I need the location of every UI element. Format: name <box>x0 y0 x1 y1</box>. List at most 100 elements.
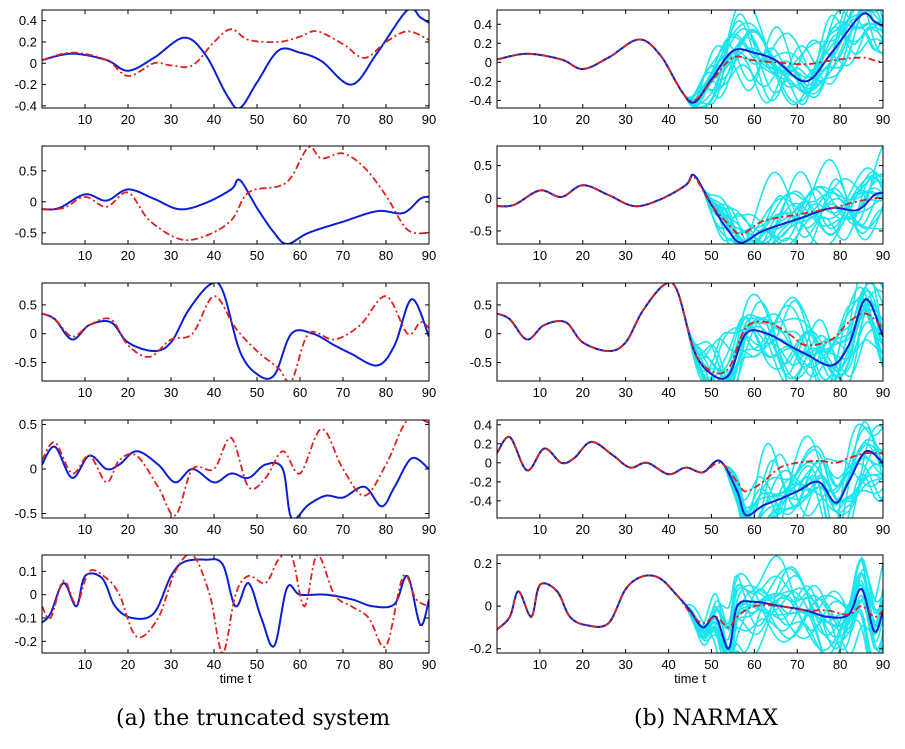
y-tick-label: -0.2 <box>470 474 492 489</box>
x-tick-label: 50 <box>250 248 264 263</box>
plot-area <box>42 555 429 653</box>
axes-frame <box>496 554 884 654</box>
y-tick-label: -0.2 <box>15 634 37 649</box>
x-tick-label: 30 <box>164 657 178 672</box>
y-tick-label: 0.2 <box>474 36 492 51</box>
x-tick-label: 70 <box>790 248 804 263</box>
x-tick-label: 80 <box>379 385 393 400</box>
x-tick-label: 20 <box>121 657 135 672</box>
y-tick-label: 0 <box>485 326 492 341</box>
x-tick-label: 60 <box>747 657 761 672</box>
x-tick-label: 80 <box>379 522 393 537</box>
x-tick-label: 80 <box>833 112 847 127</box>
x-tick-label: 40 <box>661 522 675 537</box>
x-tick-label: 20 <box>121 112 135 127</box>
x-tick-label: 20 <box>576 657 590 672</box>
ensemble-line <box>497 566 883 653</box>
y-tick-label: 0 <box>30 326 37 341</box>
x-axis-label: time t <box>674 671 706 686</box>
ensemble-line <box>497 174 883 244</box>
y-tick-label: -0.4 <box>15 98 37 113</box>
y-tick-label: 0 <box>30 462 37 477</box>
plot-area <box>497 555 883 653</box>
x-tick-label: 50 <box>704 385 718 400</box>
x-tick-label: 40 <box>661 248 675 263</box>
x-tick-label: 70 <box>336 248 350 263</box>
y-tick-label: 0 <box>30 56 37 71</box>
x-axis-label: time t <box>220 671 252 686</box>
axes-frame <box>41 282 430 382</box>
caption-left: (a) the truncated system <box>116 706 391 731</box>
x-tick-label: 80 <box>833 385 847 400</box>
x-tick-label: 10 <box>78 657 92 672</box>
x-tick-label: 30 <box>618 385 632 400</box>
x-tick-label: 40 <box>207 112 221 127</box>
y-tick-label: 0.4 <box>474 417 492 432</box>
series-true-line <box>42 558 429 648</box>
x-tick-label: 80 <box>833 248 847 263</box>
ensemble-lines <box>497 283 883 381</box>
series-mean-line <box>497 574 883 631</box>
y-tick-label: 0 <box>485 191 492 206</box>
plot-area <box>42 420 429 518</box>
panel-a2: 10 20 30 40 50 60 70 80 90 -0.5 0 0.5 <box>15 145 436 263</box>
x-tick-label: 50 <box>250 522 264 537</box>
x-tick-label: 40 <box>207 522 221 537</box>
x-tick-label: 10 <box>533 522 547 537</box>
x-tick-label: 60 <box>293 112 307 127</box>
x-tick-label: 50 <box>704 112 718 127</box>
y-tick-label: 0.5 <box>19 417 37 432</box>
figure: 10 20 30 40 50 60 70 80 90 -0.4 -0.2 0 0.2 0.4 10 20 30 4… <box>15 9 890 686</box>
x-tick-label: 50 <box>250 657 264 672</box>
plot-area <box>42 146 429 244</box>
x-tick-label: 70 <box>336 522 350 537</box>
y-tick-label: -0.5 <box>15 225 37 240</box>
y-tick-label: -0.2 <box>470 74 492 89</box>
series-true-line <box>42 445 429 518</box>
ensemble-lines <box>497 420 883 518</box>
plot-area <box>497 146 883 244</box>
x-tick-label: 90 <box>876 522 890 537</box>
ensemble-lines <box>497 10 883 108</box>
series-true-line <box>497 283 883 380</box>
panel-b3: 10 20 30 40 50 60 70 80 90 -0.5 0 0.5 <box>470 282 890 400</box>
x-tick-label: 30 <box>164 248 178 263</box>
series-approx-line <box>42 555 429 653</box>
ensemble-line <box>497 283 883 381</box>
panel-a4: 10 20 30 40 50 60 70 80 90 -0.5 0 0.5 <box>15 417 437 537</box>
x-tick-label: 20 <box>576 248 590 263</box>
series-true-line <box>497 435 883 517</box>
ensemble-line <box>497 10 883 104</box>
x-tick-label: 10 <box>78 522 92 537</box>
x-tick-label: 90 <box>422 112 436 127</box>
series-approx-line <box>42 146 429 241</box>
x-tick-label: 10 <box>533 385 547 400</box>
panel-b5: 10 20 30 40 50 60 70 80 90 -0.2 0 0.2 time t <box>470 554 890 686</box>
x-tick-label: 70 <box>790 522 804 537</box>
ensemble-line <box>497 10 883 108</box>
y-tick-label: 0.2 <box>474 436 492 451</box>
x-tick-label: 90 <box>876 385 890 400</box>
x-tick-label: 20 <box>576 385 590 400</box>
y-tick-label: -0.1 <box>15 611 37 626</box>
x-tick-label: 90 <box>422 657 436 672</box>
series-approx-line <box>42 420 429 517</box>
ensemble-line <box>497 174 883 244</box>
x-tick-label: 50 <box>704 657 718 672</box>
y-tick-label: -0.5 <box>470 223 492 238</box>
ensemble-line <box>497 26 883 104</box>
x-tick-label: 10 <box>78 385 92 400</box>
x-tick-label: 70 <box>336 385 350 400</box>
y-tick-label: 0 <box>30 587 37 602</box>
y-tick-label: 0 <box>485 599 492 614</box>
x-tick-label: 20 <box>121 248 135 263</box>
axes-frame <box>496 419 884 519</box>
plot-area <box>497 10 883 108</box>
axes-frame <box>41 419 430 519</box>
y-tick-label: -0.2 <box>470 641 492 656</box>
x-tick-label: 40 <box>661 112 675 127</box>
x-tick-label: 90 <box>876 248 890 263</box>
plot-area <box>497 420 883 518</box>
x-tick-label: 60 <box>747 385 761 400</box>
x-tick-label: 60 <box>747 112 761 127</box>
